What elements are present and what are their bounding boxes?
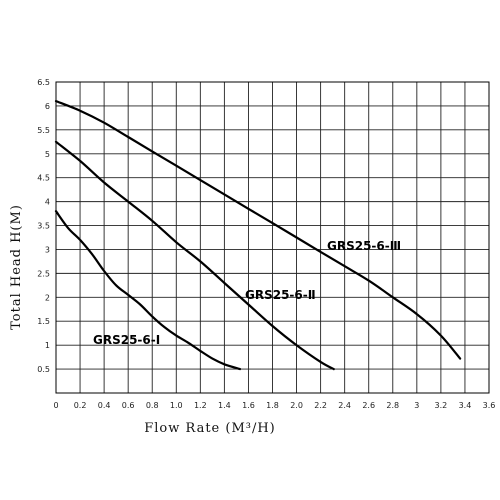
- x-axis-label: Flow Rate (M³/H): [144, 421, 276, 436]
- curve-grs25-6-i: [54, 210, 242, 371]
- x-tick-label: 3.4: [459, 401, 472, 410]
- y-tick-label: 5: [45, 150, 50, 159]
- x-tick-label: 1.4: [218, 401, 231, 410]
- y-tick-label: 0.5: [37, 365, 50, 374]
- x-tick-label: 0.2: [74, 401, 87, 410]
- plot-frame: [55, 81, 490, 394]
- curves: [54, 100, 462, 371]
- x-tick-label: 1.0: [170, 401, 183, 410]
- y-tick-label: 6: [45, 102, 50, 111]
- x-tick-label: 0.8: [146, 401, 159, 410]
- label-grs25-6-iii: GRS25-6-Ⅲ: [327, 239, 401, 253]
- y-tick-label: 3: [45, 245, 50, 254]
- y-axis-ticks: 0.5 1 1.5 2 2.5 3 3.5 4 4.5 5 5.5 6 6.5: [37, 78, 50, 374]
- label-grs25-6-i: GRS25-6-Ⅰ: [93, 333, 160, 347]
- x-tick-label: 0: [53, 401, 58, 410]
- x-tick-label: 1.6: [242, 401, 255, 410]
- curve-grs25-6-ii: [54, 140, 335, 371]
- x-tick-label: 0.4: [98, 401, 111, 410]
- label-grs25-6-ii: GRS25-6-Ⅱ: [245, 288, 316, 302]
- y-tick-label: 3.5: [37, 222, 50, 231]
- x-tick-label: 3.2: [435, 401, 448, 410]
- y-tick-label: 2: [45, 293, 50, 302]
- y-tick-label: 1: [45, 341, 50, 350]
- series-labels: GRS25-6-Ⅰ GRS25-6-Ⅱ GRS25-6-Ⅲ: [93, 239, 401, 347]
- y-tick-label: 2.5: [37, 269, 50, 278]
- x-tick-label: 1.2: [194, 401, 207, 410]
- x-axis-ticks: 0 0.2 0.4 0.6 0.8 1.0 1.2 1.4 1.6 1.8 2.0 2.2 2.4 2.6…: [53, 401, 495, 410]
- x-tick-label: 3.6: [483, 401, 496, 410]
- x-tick-label: 3: [414, 401, 419, 410]
- x-tick-label: 2.4: [338, 401, 351, 410]
- y-tick-label: 4: [45, 198, 50, 207]
- x-tick-label: 2.0: [290, 401, 303, 410]
- y-tick-label: 6.5: [37, 78, 50, 87]
- grid: [55, 81, 490, 394]
- y-tick-label: 4.5: [37, 174, 50, 183]
- curve-grs25-6-iii: [54, 100, 462, 360]
- y-axis-label: Total Head H(M): [9, 204, 24, 330]
- y-tick-label: 1.5: [37, 317, 50, 326]
- x-tick-label: 2.2: [314, 401, 327, 410]
- x-tick-label: 0.6: [122, 401, 135, 410]
- x-tick-label: 2.8: [386, 401, 399, 410]
- x-tick-label: 2.6: [362, 401, 375, 410]
- x-tick-label: 1.8: [266, 401, 279, 410]
- y-tick-label: 5.5: [37, 126, 50, 135]
